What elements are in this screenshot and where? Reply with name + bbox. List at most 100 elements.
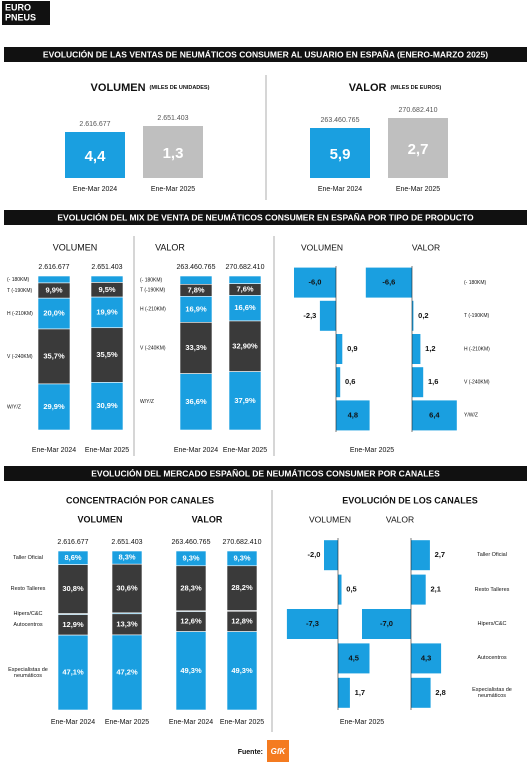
change-bar <box>336 367 341 398</box>
category-label-box: Autocentros <box>477 655 507 662</box>
series-name: VALOR <box>386 514 414 524</box>
segment-label: 16,6% <box>234 303 256 312</box>
category-label: W/Y/Z <box>7 404 21 410</box>
period-label: Ene-Mar 2025 <box>350 447 394 454</box>
change-label: 2,7 <box>435 550 445 559</box>
panel-title-text: VOLUMEN <box>91 82 146 94</box>
stack-segment <box>175 631 207 711</box>
panel-title: VALOR (MILES DE EUROS) <box>349 82 442 94</box>
period-label: Ene-Mar 2024 <box>169 719 213 726</box>
segment-label: 29,9% <box>43 402 65 411</box>
segment-label: 20,0% <box>43 309 65 318</box>
change-label: 0,5 <box>346 585 356 594</box>
total-label: 2.651.403 <box>91 264 122 271</box>
segment-label: 8,6% <box>64 553 81 562</box>
change-label: 5,9 <box>330 146 351 163</box>
category-label-box: Autocentros <box>13 621 43 628</box>
total-label: 2.651.403 <box>157 115 188 122</box>
category-label: H (-210KM) <box>7 311 33 317</box>
segment-label: 12,8% <box>231 616 253 625</box>
total-label: 263.460.765 <box>321 117 360 124</box>
total-label: 270.682.410 <box>223 539 262 546</box>
period-label: Ene-Mar 2025 <box>105 719 149 726</box>
change-label: -6,6 <box>382 278 395 287</box>
category-label-box: Hipers/C&C <box>13 611 42 617</box>
panel-subtitle: CONCENTRACIÓN POR CANALES <box>66 494 214 505</box>
segment-label: 9,5% <box>98 285 115 294</box>
total-bar <box>310 128 370 178</box>
change-label: 1,7 <box>355 688 365 697</box>
change-bar <box>336 400 370 431</box>
panel-title: VALOR <box>155 242 185 252</box>
period-label: Ene-Mar 2025 <box>85 447 129 454</box>
change-label: -7,3 <box>306 619 319 628</box>
period-label: Ene-Mar 2024 <box>51 719 95 726</box>
change-label: 4,8 <box>348 410 358 419</box>
category-label-box: Especialistas de neumáticos <box>472 687 512 699</box>
segment-label: 35,5% <box>96 350 118 359</box>
stack-segment <box>90 382 124 431</box>
change-label: 4,5 <box>349 653 359 662</box>
total-bar <box>388 118 448 178</box>
change-bar <box>286 609 338 639</box>
change-bar <box>412 334 421 364</box>
period-label: Ene-Mar 2025 <box>220 719 264 726</box>
stack-segment <box>179 373 213 431</box>
stack-segment <box>179 322 213 374</box>
segment-label: 49,3% <box>180 666 202 675</box>
change-bar <box>365 267 412 298</box>
segment-label: 35,7% <box>43 351 65 360</box>
category-label: H (-210KM) <box>464 346 490 352</box>
change-label: 1,2 <box>425 344 435 353</box>
change-bar <box>362 609 411 639</box>
category-label: T (-190KM) <box>464 313 490 319</box>
change-label: 0,6 <box>345 377 355 386</box>
change-bar <box>412 367 424 398</box>
segment-label: 36,6% <box>185 397 207 406</box>
change-bar <box>338 677 350 708</box>
change-label: -2,0 <box>308 550 321 559</box>
category-label: (- 180KM) <box>464 280 487 286</box>
total-label: 2.616.677 <box>57 539 88 546</box>
panel-title: VOLUMEN (MILES DE UNIDADES) <box>91 82 210 94</box>
change-label: 1,6 <box>428 377 438 386</box>
category-label: T (-190KM) <box>140 288 166 294</box>
category-label-box: Resto Talleres <box>474 586 510 593</box>
change-label: -2,3 <box>303 311 316 320</box>
category-label: Autocentros <box>477 655 507 662</box>
segment-label: 7,8% <box>187 285 204 294</box>
stack-segment <box>90 327 124 383</box>
change-bar <box>338 574 342 605</box>
total-label: 2.616.677 <box>79 121 110 128</box>
change-label: 4,3 <box>421 653 431 662</box>
segment-label: 9,3% <box>182 553 199 562</box>
panel-title: VOLUMEN <box>53 242 98 252</box>
segment-label: 28,2% <box>231 583 253 592</box>
change-bar <box>411 540 430 571</box>
stack-segment <box>228 371 262 431</box>
logo-line: EURO <box>5 2 31 12</box>
source-label: Fuente: <box>238 749 263 756</box>
segment-label: 49,3% <box>231 666 253 675</box>
category-label: Autocentros <box>13 621 43 628</box>
change-bar <box>319 300 336 331</box>
stack-segment <box>175 565 207 612</box>
category-label: Resto Talleres <box>474 586 510 593</box>
panel-title: VOLUMEN <box>78 514 123 524</box>
period-label: Ene-Mar 2025 <box>151 186 195 193</box>
change-label: 1,3 <box>163 145 184 162</box>
stack-segment <box>179 275 213 285</box>
category-label: Y/W/Z <box>464 413 478 419</box>
panel-subtitle: EVOLUCIÓN DE LOS CANALES <box>342 494 478 505</box>
total-label: 2.651.403 <box>111 539 142 546</box>
stack-segment <box>90 296 124 329</box>
segment-label: 8,3% <box>118 553 135 562</box>
segment-label: 12,9% <box>62 620 84 629</box>
stack-segment <box>111 634 143 711</box>
stack-segment <box>226 631 258 711</box>
change-label: 2,7 <box>408 141 429 158</box>
change-bar <box>294 267 336 298</box>
segment-label: 32,90% <box>232 341 258 350</box>
